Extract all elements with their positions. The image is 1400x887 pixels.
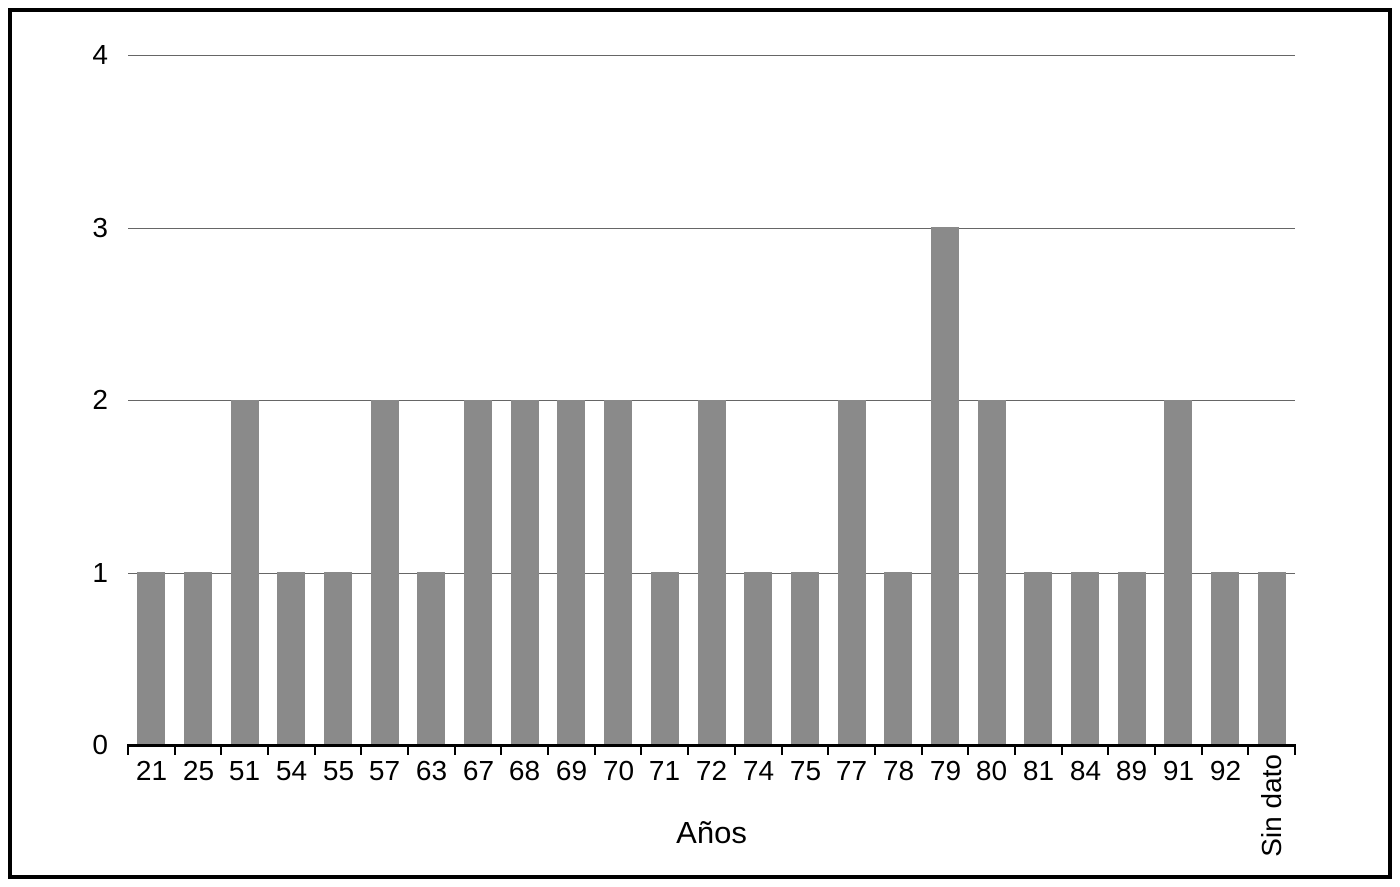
bar-84 <box>1071 572 1099 745</box>
x-axis-tick <box>921 747 923 755</box>
x-tick-label-57: 57 <box>368 755 401 786</box>
x-tick-label-69: 69 <box>555 755 588 786</box>
x-axis-tick <box>1247 747 1249 755</box>
x-axis-tick <box>1061 747 1063 755</box>
bar-57 <box>371 400 399 745</box>
x-tick-label-68: 68 <box>508 755 541 786</box>
x-tick-label-92: 92 <box>1209 755 1242 786</box>
x-axis-title: Años <box>676 815 747 850</box>
bar-63 <box>417 572 445 745</box>
x-tick-label-63: 63 <box>415 755 448 786</box>
x-tick-label-21: 21 <box>135 755 168 786</box>
bar-51 <box>231 400 259 745</box>
x-axis-tick <box>967 747 969 755</box>
x-axis-tick <box>500 747 502 755</box>
bar-68 <box>511 400 539 745</box>
gridline-y4 <box>128 55 1295 56</box>
bar-71 <box>651 572 679 745</box>
x-tick-label-91: 91 <box>1162 755 1195 786</box>
x-tick-label-80: 80 <box>975 755 1008 786</box>
x-axis-tick <box>1294 747 1296 755</box>
bar-70 <box>604 400 632 745</box>
x-axis-tick <box>267 747 269 755</box>
gridline-y3 <box>128 228 1295 229</box>
bar-55 <box>324 572 352 745</box>
x-axis-line <box>127 744 1296 747</box>
x-axis-tick <box>314 747 316 755</box>
bar-74 <box>744 572 772 745</box>
y-tick-label-3: 3 <box>92 212 108 243</box>
y-tick-label-1: 1 <box>92 557 108 588</box>
bar-89 <box>1118 572 1146 745</box>
x-tick-label-79: 79 <box>929 755 962 786</box>
x-axis-tick <box>874 747 876 755</box>
x-axis-tick <box>781 747 783 755</box>
x-tick-label-71: 71 <box>648 755 681 786</box>
x-tick-label-25: 25 <box>182 755 215 786</box>
x-axis-tick <box>454 747 456 755</box>
bar-80 <box>978 400 1006 745</box>
x-axis-tick <box>640 747 642 755</box>
x-tick-label-75: 75 <box>789 755 822 786</box>
bar-81 <box>1024 572 1052 745</box>
bar-91 <box>1164 400 1192 745</box>
bar-25 <box>184 572 212 745</box>
x-tick-label-55: 55 <box>322 755 355 786</box>
y-tick-label-0: 0 <box>92 729 108 760</box>
x-axis-tick <box>1154 747 1156 755</box>
x-tick-label-77: 77 <box>835 755 868 786</box>
bar-54 <box>277 572 305 745</box>
x-tick-label-84: 84 <box>1069 755 1102 786</box>
x-tick-label-67: 67 <box>462 755 495 786</box>
x-tick-label-81: 81 <box>1022 755 1055 786</box>
bar-92 <box>1211 572 1239 745</box>
x-tick-label-89: 89 <box>1115 755 1148 786</box>
bar-78 <box>884 572 912 745</box>
x-axis-tick <box>827 747 829 755</box>
bar-77 <box>838 400 866 745</box>
bar-72 <box>698 400 726 745</box>
x-axis-tick <box>1014 747 1016 755</box>
x-axis-tick <box>1107 747 1109 755</box>
x-axis-tick <box>407 747 409 755</box>
x-tick-label-74: 74 <box>742 755 775 786</box>
x-axis-tick <box>734 747 736 755</box>
bar-69 <box>557 400 585 745</box>
x-axis-tick <box>174 747 176 755</box>
x-tick-label-54: 54 <box>275 755 308 786</box>
x-tick-label-51: 51 <box>228 755 261 786</box>
x-tick-label-72: 72 <box>695 755 728 786</box>
y-tick-label-4: 4 <box>92 39 108 70</box>
bar-21 <box>137 572 165 745</box>
y-tick-label-2: 2 <box>92 384 108 415</box>
x-axis-tick <box>360 747 362 755</box>
x-axis-tick <box>687 747 689 755</box>
bar-67 <box>464 400 492 745</box>
x-axis-tick <box>220 747 222 755</box>
x-tick-label-78: 78 <box>882 755 915 786</box>
x-axis-tick <box>594 747 596 755</box>
bar-75 <box>791 572 819 745</box>
x-axis-tick <box>127 747 129 755</box>
x-tick-label-70: 70 <box>602 755 635 786</box>
x-axis-tick <box>1201 747 1203 755</box>
x-axis-tick <box>547 747 549 755</box>
bar-79 <box>931 227 959 745</box>
bar-sin-dato <box>1258 572 1286 745</box>
